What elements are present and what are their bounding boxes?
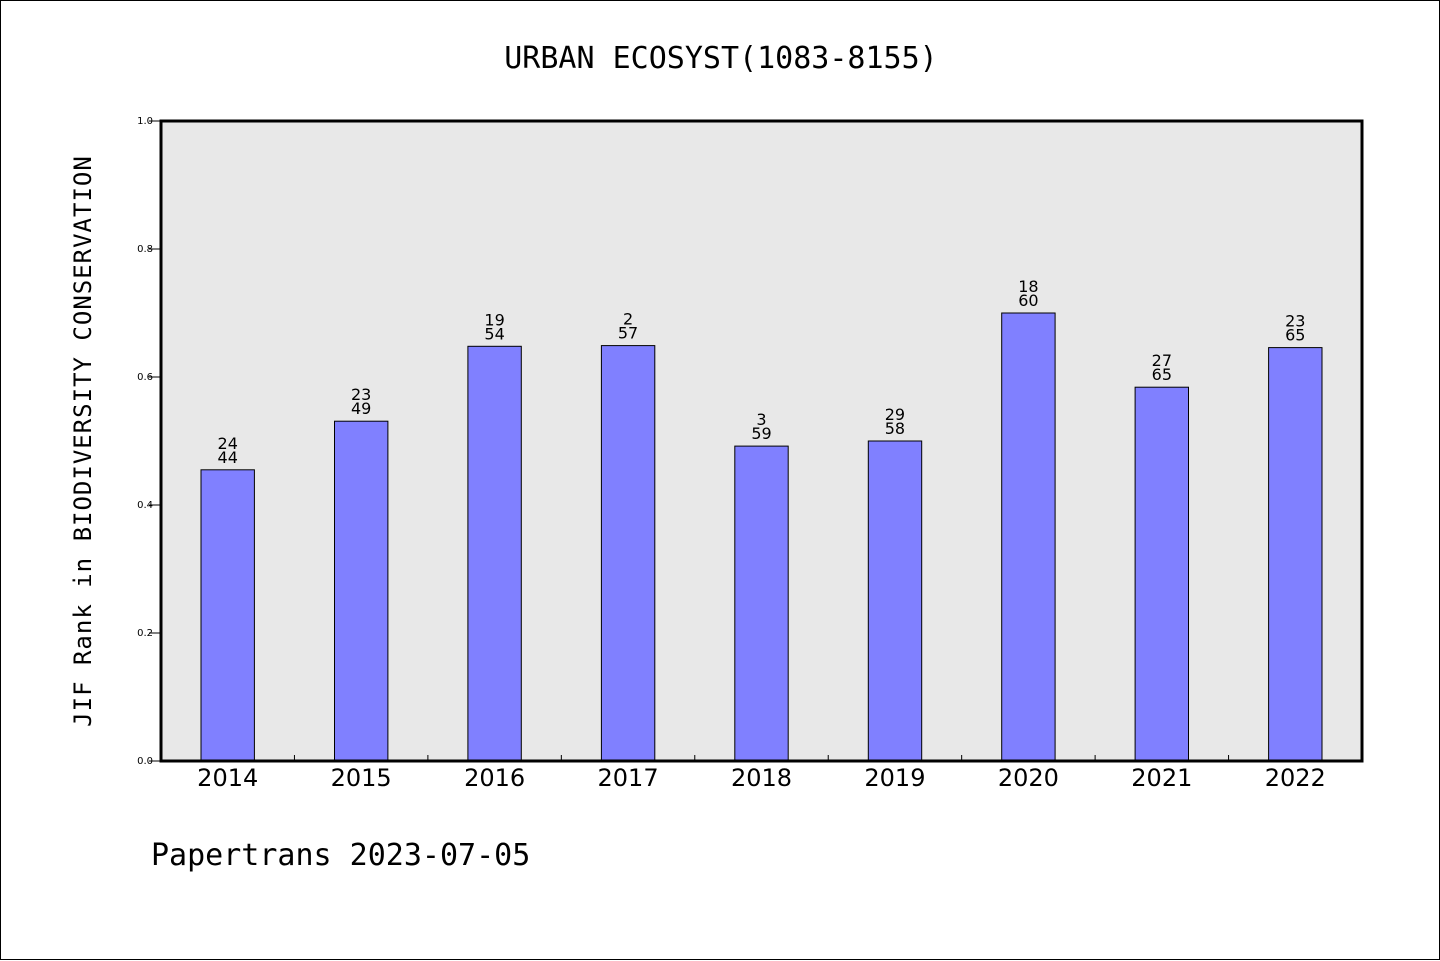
- bar-2019: [867, 440, 923, 762]
- bar-rank-label: 23: [1285, 312, 1305, 331]
- bar-total-label: 58: [885, 419, 905, 438]
- bar-total-label: 60: [1018, 291, 1038, 310]
- plot-border: [159, 119, 1364, 763]
- bar-rank-label: 3: [756, 410, 766, 429]
- bar-2020: [1001, 312, 1056, 762]
- bar-rank-label: 23: [351, 385, 371, 404]
- x-tick-label: 2020: [998, 764, 1059, 792]
- x-tick-label: 2019: [864, 764, 925, 792]
- y-tick-label: 0.4: [137, 500, 153, 511]
- y-tick-label: 0.6: [137, 372, 153, 383]
- bar-total-label: 65: [1285, 326, 1305, 345]
- y-tick-label: 0.0: [137, 756, 153, 767]
- bar-2015: [334, 420, 389, 762]
- ticks-layer: 2014 2015 2016 2017 2018 2019 2020 2021 2022 0.0 0…: [137, 116, 1326, 792]
- x-tick-label: 2014: [197, 764, 258, 792]
- bar-2021: [1134, 386, 1189, 762]
- x-tick-label: 2016: [464, 764, 525, 792]
- bar-total-label: 57: [618, 324, 638, 343]
- y-axis-label: JIF Rank in BIODIVERSITY CONSERVATION: [69, 155, 97, 727]
- bar-total-label: 54: [484, 324, 504, 343]
- bar-rank-label: 27: [1152, 351, 1172, 370]
- bar-rank-label: 24: [218, 434, 238, 453]
- bar-2016: [467, 345, 522, 762]
- x-tick-label: 2015: [331, 764, 392, 792]
- x-tick-label: 2018: [731, 764, 792, 792]
- y-tick-label: 0.2: [137, 628, 153, 639]
- bar-total-label: 49: [351, 399, 371, 418]
- bar-2018: [734, 445, 789, 762]
- bar-rank-label: 19: [484, 310, 504, 329]
- bar-2022: [1268, 347, 1323, 762]
- x-tick-label: 2021: [1131, 764, 1192, 792]
- bar-rank-label: 29: [885, 405, 905, 424]
- bar-rank-label: 18: [1018, 277, 1038, 296]
- bar-2014: [200, 469, 255, 762]
- chart-title: URBAN ECOSYST(1083-8155): [504, 41, 937, 76]
- bar-rank-label: 2: [623, 310, 633, 329]
- y-tick-label: 0.8: [137, 244, 153, 255]
- y-tick-label: 1.0: [137, 116, 153, 127]
- footer-credit: Papertrans 2023-07-05: [151, 838, 530, 873]
- bar-total-label: 44: [218, 448, 238, 467]
- x-tick-label: 2022: [1265, 764, 1326, 792]
- x-tick-label: 2017: [598, 764, 659, 792]
- bar-2017: [600, 345, 656, 762]
- bar-total-label: 59: [751, 424, 771, 443]
- bar-total-label: 65: [1152, 365, 1172, 384]
